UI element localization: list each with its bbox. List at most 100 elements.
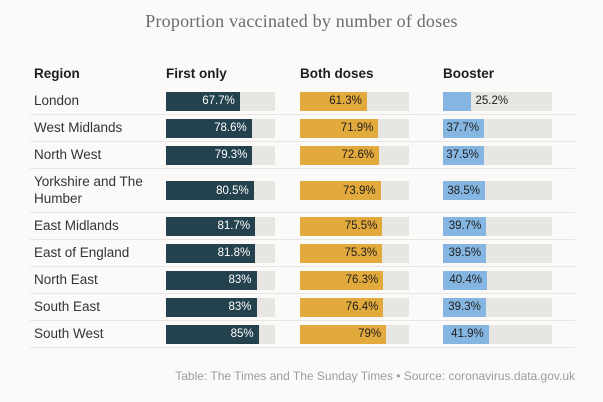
bar-fill	[166, 145, 253, 165]
bar-cell-both-doses: 72.6%	[300, 145, 443, 165]
bar-fill	[300, 118, 379, 138]
table-row: North East 83% 76.3% 40.4%	[30, 267, 575, 294]
column-header-both-doses: Both doses	[300, 65, 374, 81]
bar-value-label: 83%	[228, 274, 252, 286]
bar-fill	[443, 181, 485, 200]
bar-fill	[166, 243, 256, 263]
chart-title: Proportion vaccinated by number of doses	[145, 11, 458, 31]
bar-value-label: 38.5%	[447, 184, 480, 197]
bar-track: 67.7%	[166, 91, 275, 111]
bar-fill	[443, 118, 485, 138]
bar-cell-first-only: 81.8%	[166, 243, 300, 263]
bar-cell-both-doses: 75.5%	[300, 216, 443, 236]
region-label: North West	[34, 146, 102, 162]
bar-track: 76.4%	[300, 297, 409, 317]
bar-value-label: 76.4%	[345, 301, 379, 313]
region-label: London	[34, 92, 80, 108]
bar-track: 25.2%	[443, 91, 552, 111]
bar-cell-booster: 41.9%	[443, 324, 575, 344]
bar-fill	[300, 270, 384, 290]
bar-track: 37.7%	[443, 118, 552, 138]
bar-track: 83%	[166, 297, 275, 317]
bar-track: 72.6%	[300, 145, 409, 165]
source-credit: Table: The Times and The Sunday Times • …	[175, 369, 575, 383]
bar-cell-booster: 25.2%	[443, 91, 575, 111]
region-label: East of England	[34, 244, 130, 260]
bar-value-label: 83%	[228, 301, 252, 313]
bar-cell-both-doses: 75.3%	[300, 243, 443, 263]
bar-value-label: 76.3%	[345, 274, 379, 286]
bar-value-label: 67.7%	[202, 95, 235, 107]
bar-value-label: 78.6%	[214, 122, 247, 134]
bar-value-label: 79.3%	[214, 149, 248, 161]
bar-track: 38.5%	[443, 181, 552, 200]
bar-cell-booster: 37.5%	[443, 145, 575, 165]
bar-cell-both-doses: 76.3%	[300, 270, 443, 290]
bar-cell-booster: 38.5%	[443, 181, 575, 200]
bar-fill	[300, 243, 383, 263]
bar-fill	[166, 91, 240, 111]
bar-fill	[300, 145, 380, 165]
region-label: West Midlands	[34, 119, 123, 135]
bar-cell-both-doses: 71.9%	[300, 118, 443, 138]
table-row: Yorkshire and The Humber 80.5% 73.9% 38.5%	[30, 169, 575, 213]
bar-track: 81.7%	[166, 216, 275, 236]
column-header-first-only: First only	[166, 65, 227, 81]
bar-value-label: 75.5%	[344, 220, 378, 232]
bar-value-label: 73.9%	[343, 184, 376, 197]
bar-value-label: 25.2%	[475, 95, 509, 107]
bar-cell-first-only: 85%	[166, 324, 300, 344]
bar-fill	[443, 216, 487, 236]
bar-cell-first-only: 83%	[166, 297, 300, 317]
table-row: East Midlands 81.7% 75.5% 39.7%	[30, 213, 575, 240]
bar-fill	[300, 91, 367, 111]
bar-fill	[166, 270, 257, 290]
bar-cell-first-only: 83%	[166, 270, 300, 290]
bar-fill	[166, 324, 259, 344]
bar-cell-first-only: 78.6%	[166, 118, 300, 138]
bar-value-label: 37.7%	[446, 122, 480, 134]
bar-fill	[443, 270, 487, 290]
bar-value-label: 75.3%	[344, 247, 378, 259]
bar-track: 79.3%	[166, 145, 275, 165]
table-row: South West 85% 79% 41.9%	[30, 321, 575, 348]
bar-value-label: 72.6%	[341, 149, 375, 161]
bar-value-label: 41.9%	[451, 328, 484, 340]
bar-cell-booster: 37.7%	[443, 118, 575, 138]
bar-track: 61.3%	[300, 91, 409, 111]
bar-cell-first-only: 79.3%	[166, 145, 300, 165]
region-label: East Midlands	[34, 217, 119, 233]
bar-cell-booster: 39.7%	[443, 216, 575, 236]
bar-fill	[443, 324, 489, 344]
bar-fill	[166, 297, 257, 317]
bar-value-label: 71.9%	[340, 122, 374, 134]
bar-value-label: 81.8%	[217, 247, 251, 259]
bar-track: 73.9%	[300, 181, 409, 200]
table-row: South East 83% 76.4% 39.3%	[30, 294, 575, 321]
bar-fill	[443, 297, 486, 317]
bar-track: 41.9%	[443, 324, 552, 344]
table-header-row: Region First only Both doses Booster	[30, 58, 575, 88]
bar-value-label: 61.3%	[329, 95, 362, 107]
bar-cell-both-doses: 61.3%	[300, 91, 443, 111]
bar-fill	[300, 324, 387, 344]
table-row: North West 79.3% 72.6% 37.5%	[30, 142, 575, 169]
bar-fill	[443, 145, 484, 165]
bar-cell-both-doses: 79%	[300, 324, 443, 344]
bar-cell-booster: 39.5%	[443, 243, 575, 263]
column-header-booster: Booster	[443, 65, 495, 81]
column-header-region: Region	[34, 65, 80, 81]
bar-value-label: 37.5%	[446, 149, 479, 161]
bar-track: 76.3%	[300, 270, 409, 290]
bar-fill	[166, 118, 252, 138]
bar-track: 71.9%	[300, 118, 409, 138]
bar-track: 75.3%	[300, 243, 409, 263]
bar-cell-both-doses: 76.4%	[300, 297, 443, 317]
bar-fill	[443, 91, 471, 111]
vaccination-bar-table: Region First only Both doses Booster Lon…	[30, 58, 575, 348]
bar-fill	[166, 181, 254, 200]
region-label: South West	[34, 325, 104, 341]
table-row: London 67.7% 61.3% 25.2%	[30, 88, 575, 115]
region-label: South East	[34, 298, 101, 314]
bar-track: 75.5%	[300, 216, 409, 236]
